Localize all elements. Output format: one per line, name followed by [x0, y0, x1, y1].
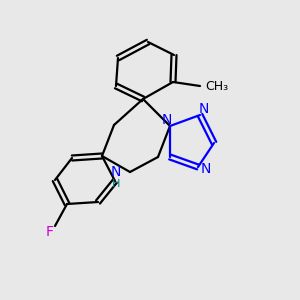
- Text: N: N: [199, 102, 209, 116]
- Text: N: N: [201, 162, 211, 176]
- Text: CH₃: CH₃: [205, 80, 228, 92]
- Text: N: N: [111, 165, 121, 179]
- Text: H: H: [112, 179, 120, 189]
- Text: F: F: [46, 225, 54, 239]
- Text: N: N: [162, 113, 172, 127]
